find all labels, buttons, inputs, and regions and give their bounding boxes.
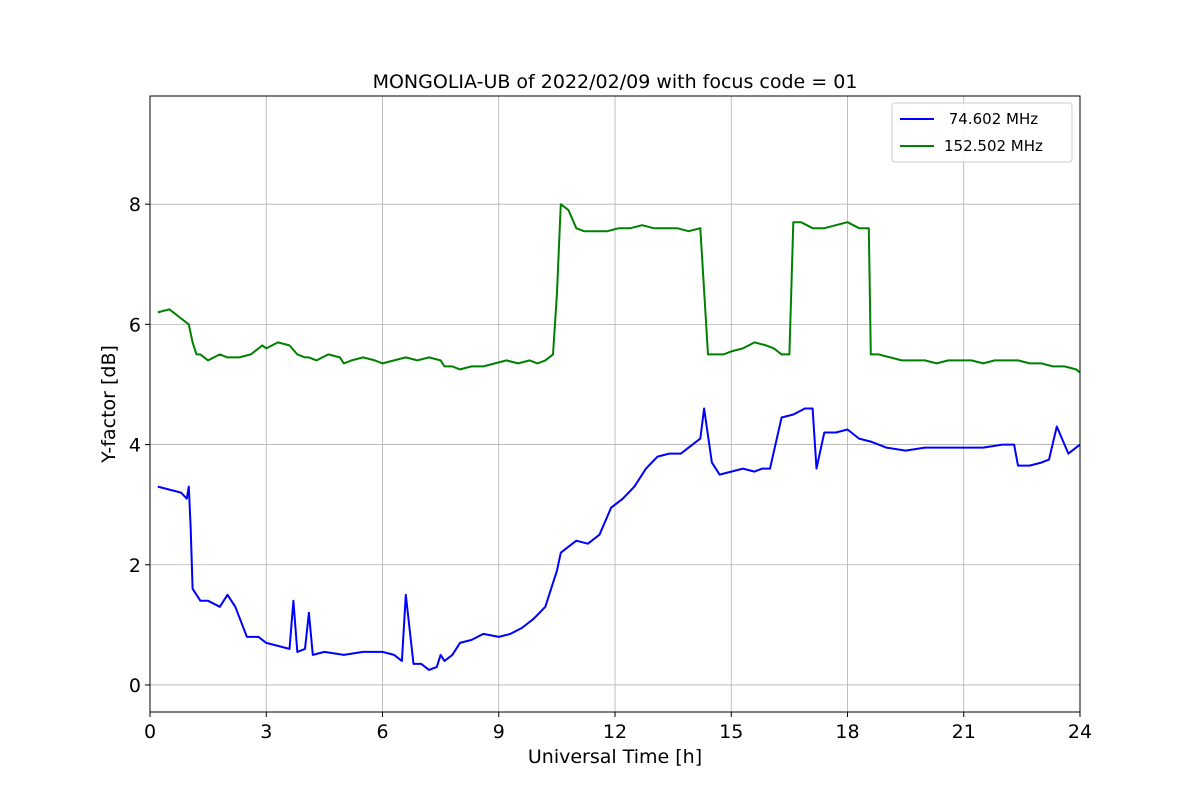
x-tick-label: 3 [260,721,272,743]
x-tick-label: 9 [493,721,505,743]
legend: 74.602 MHz 152.502 MHz [891,102,1073,163]
series-line-1 [157,407,1080,671]
chart-title: MONGOLIA-UB of 2022/02/09 with focus cod… [373,71,858,93]
x-tick-label: 0 [144,721,156,743]
y-tick-label: 0 [129,675,141,697]
y-tick-label: 4 [129,435,141,457]
x-axis-title: Universal Time [h] [528,746,702,768]
grid [149,96,1081,712]
series-layer [157,203,1080,671]
x-tick-label: 6 [376,721,388,743]
legend-label-1: 74.602 MHz [944,110,1038,128]
y-axis-title: Y-factor [dB] [98,345,120,464]
series-line-2 [157,203,1080,374]
y-tick-label: 2 [129,555,141,577]
legend-label-2: 152.502 MHz [944,137,1043,155]
x-tick-label: 18 [835,721,859,743]
x-tick-label: 21 [952,721,976,743]
y-tick-label: 6 [129,314,141,336]
x-tick-label: 24 [1068,721,1092,743]
x-tick-label: 15 [719,721,743,743]
x-tick-label: 12 [603,721,627,743]
legend-box [891,102,1073,163]
y-tick-label: 8 [129,194,141,216]
